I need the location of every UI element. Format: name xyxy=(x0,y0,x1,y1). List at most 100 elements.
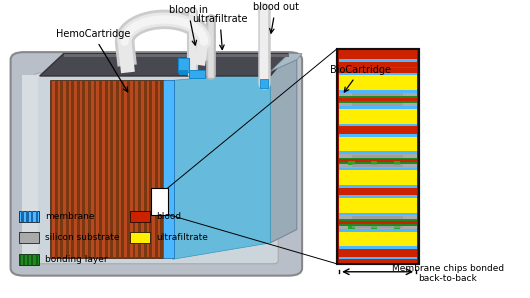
Bar xyxy=(339,195,417,198)
Bar xyxy=(260,79,268,88)
Bar xyxy=(339,260,417,264)
Bar xyxy=(22,74,38,262)
Bar xyxy=(119,81,121,257)
Bar xyxy=(352,164,403,167)
Bar xyxy=(339,185,417,188)
Bar xyxy=(69,81,71,257)
Bar xyxy=(80,81,83,257)
Bar xyxy=(130,81,132,257)
Bar xyxy=(339,66,417,68)
Bar xyxy=(339,98,417,101)
Bar xyxy=(108,81,110,257)
Bar xyxy=(19,254,39,265)
Bar xyxy=(337,49,419,264)
Bar xyxy=(394,162,400,165)
Bar xyxy=(36,254,38,265)
Bar xyxy=(52,81,55,257)
Bar xyxy=(124,81,127,257)
Bar xyxy=(339,164,417,167)
Bar xyxy=(31,211,33,222)
Text: blood in: blood in xyxy=(169,5,208,45)
Bar xyxy=(339,93,417,96)
Bar xyxy=(102,81,105,257)
Bar xyxy=(163,80,174,258)
Text: membrane: membrane xyxy=(45,212,94,221)
Bar xyxy=(130,232,150,243)
Bar xyxy=(339,68,417,72)
Bar xyxy=(158,81,160,257)
Bar xyxy=(57,81,60,257)
Bar xyxy=(339,137,417,151)
Bar xyxy=(146,81,149,257)
Bar xyxy=(74,81,77,257)
Bar xyxy=(339,75,417,90)
Polygon shape xyxy=(173,72,270,259)
Bar xyxy=(339,213,417,215)
Bar xyxy=(19,254,21,265)
Bar xyxy=(151,188,168,215)
Bar xyxy=(339,226,417,229)
Bar xyxy=(352,103,403,105)
Text: BioCartridge: BioCartridge xyxy=(330,65,391,92)
Bar xyxy=(178,58,189,72)
Bar xyxy=(339,162,417,164)
Bar xyxy=(152,81,155,257)
Bar xyxy=(189,70,205,78)
Bar xyxy=(339,257,417,260)
Text: ultrafiltrate: ultrafiltrate xyxy=(192,14,248,49)
Bar xyxy=(339,188,417,195)
Bar xyxy=(339,229,417,232)
Bar xyxy=(352,155,403,158)
Bar xyxy=(339,96,417,98)
Bar xyxy=(339,232,417,246)
Bar xyxy=(141,81,144,257)
Bar xyxy=(339,158,417,159)
Text: ultrafiltrate: ultrafiltrate xyxy=(156,233,208,242)
Bar xyxy=(19,211,39,222)
Bar xyxy=(339,134,417,137)
Bar xyxy=(339,126,417,134)
Polygon shape xyxy=(270,54,302,72)
Bar xyxy=(371,162,377,165)
Bar xyxy=(136,81,138,257)
Bar xyxy=(339,101,417,103)
Bar xyxy=(339,198,417,213)
Bar xyxy=(19,232,39,243)
Text: blood: blood xyxy=(156,212,181,221)
Bar xyxy=(339,154,417,158)
Bar xyxy=(179,70,188,74)
FancyBboxPatch shape xyxy=(11,52,302,276)
Bar xyxy=(339,246,417,249)
Bar xyxy=(339,159,417,162)
Bar xyxy=(371,226,377,229)
Bar xyxy=(339,60,417,62)
Bar xyxy=(337,49,419,264)
Bar xyxy=(339,224,417,226)
Bar xyxy=(339,103,417,106)
Polygon shape xyxy=(270,60,297,243)
Bar xyxy=(339,72,417,75)
Bar xyxy=(85,81,88,257)
Bar xyxy=(352,93,403,96)
Bar xyxy=(339,106,417,109)
Text: silicon substrate: silicon substrate xyxy=(45,233,120,242)
Bar xyxy=(352,226,403,228)
Bar xyxy=(339,109,417,124)
Bar xyxy=(339,221,417,224)
Bar xyxy=(91,81,94,257)
Bar xyxy=(348,162,355,165)
Bar xyxy=(339,151,417,154)
Bar xyxy=(339,219,417,221)
Bar xyxy=(130,211,150,222)
Bar xyxy=(339,249,417,257)
Bar xyxy=(339,62,417,66)
Text: bonding layer: bonding layer xyxy=(45,255,108,264)
Polygon shape xyxy=(40,54,289,76)
Bar xyxy=(26,211,29,222)
Bar xyxy=(339,90,417,93)
Bar xyxy=(21,211,24,222)
Bar xyxy=(63,81,66,257)
Bar xyxy=(31,254,33,265)
Polygon shape xyxy=(64,54,289,57)
Bar xyxy=(339,215,417,219)
